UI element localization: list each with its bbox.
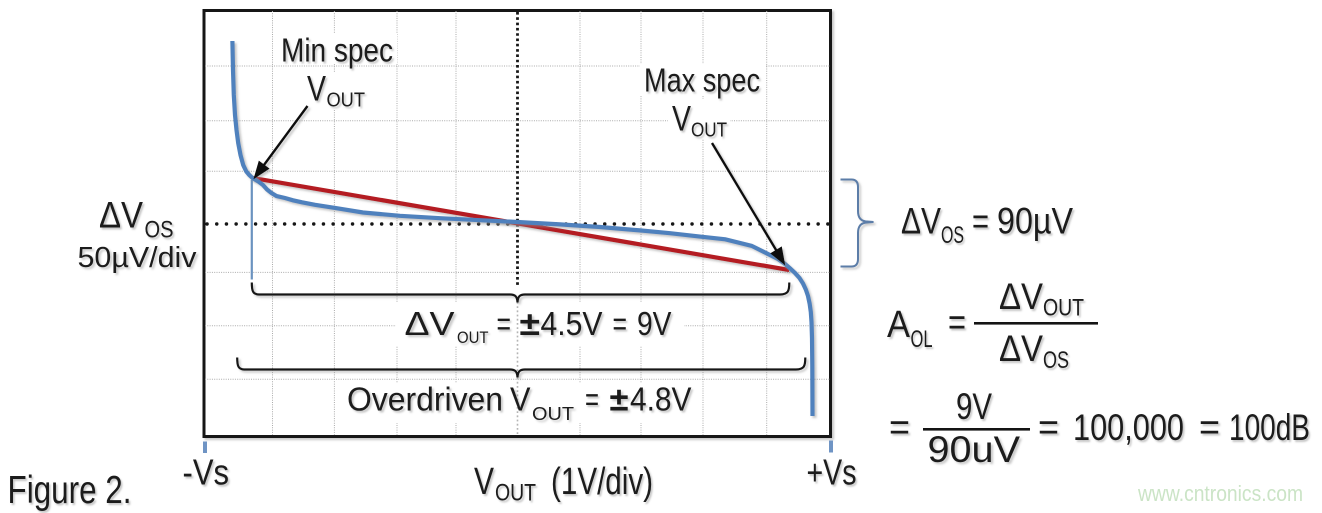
- svg-text:90uV: 90uV: [928, 429, 1021, 470]
- svg-text:=: =: [948, 302, 966, 344]
- svg-text:90µV: 90µV: [997, 201, 1073, 242]
- svg-text:OL: OL: [911, 326, 933, 353]
- svg-text:=: =: [1199, 407, 1220, 449]
- svg-text:±: ±: [520, 305, 541, 342]
- svg-text:=: =: [497, 305, 512, 342]
- svg-text:(1V/div): (1V/div): [551, 461, 653, 503]
- svg-text:Max spec: Max spec: [644, 62, 760, 99]
- svg-text:100dB: 100dB: [1229, 407, 1310, 448]
- svg-text:OUT: OUT: [457, 328, 489, 347]
- svg-text:Min spec: Min spec: [281, 32, 393, 69]
- svg-text:V: V: [510, 382, 531, 419]
- svg-text:4.8V: 4.8V: [630, 382, 692, 419]
- svg-text:=: =: [613, 305, 628, 342]
- svg-text:ΔV: ΔV: [999, 276, 1043, 317]
- svg-text:=: =: [889, 407, 910, 449]
- svg-text:=: =: [585, 382, 599, 419]
- svg-text:ΔV: ΔV: [99, 195, 143, 236]
- svg-text:ΔV: ΔV: [999, 328, 1043, 369]
- svg-text:OS: OS: [941, 222, 964, 249]
- svg-text:OUT: OUT: [1043, 295, 1084, 322]
- svg-text:100,000: 100,000: [1073, 407, 1184, 448]
- svg-text:A: A: [887, 304, 911, 346]
- svg-text:V: V: [672, 100, 692, 139]
- svg-text:OUT: OUT: [532, 404, 574, 424]
- svg-text:OUT: OUT: [691, 120, 727, 142]
- svg-text:=: =: [1038, 407, 1059, 449]
- svg-text:www.cntronics.com: www.cntronics.com: [1137, 481, 1303, 506]
- svg-text:50µV/div: 50µV/div: [78, 242, 198, 274]
- svg-text:Overdriven: Overdriven: [347, 382, 503, 419]
- svg-text:9V: 9V: [956, 386, 992, 427]
- svg-text:Figure 2.: Figure 2.: [8, 469, 132, 512]
- svg-text:±: ±: [610, 382, 629, 419]
- svg-text:OS: OS: [1043, 347, 1069, 374]
- svg-text:OS: OS: [145, 217, 174, 244]
- svg-text:ΔV: ΔV: [901, 201, 941, 242]
- svg-text:4.5V: 4.5V: [541, 305, 603, 342]
- svg-text:OUT: OUT: [327, 90, 366, 112]
- svg-text:OUT: OUT: [495, 480, 536, 507]
- svg-text:V: V: [307, 70, 327, 109]
- svg-text:+Vs: +Vs: [807, 452, 857, 493]
- svg-text:ΔV: ΔV: [405, 305, 455, 342]
- svg-text:V: V: [474, 461, 495, 503]
- svg-text:9V: 9V: [637, 305, 672, 342]
- svg-text:=: =: [972, 201, 989, 242]
- svg-text:-Vs: -Vs: [183, 452, 230, 493]
